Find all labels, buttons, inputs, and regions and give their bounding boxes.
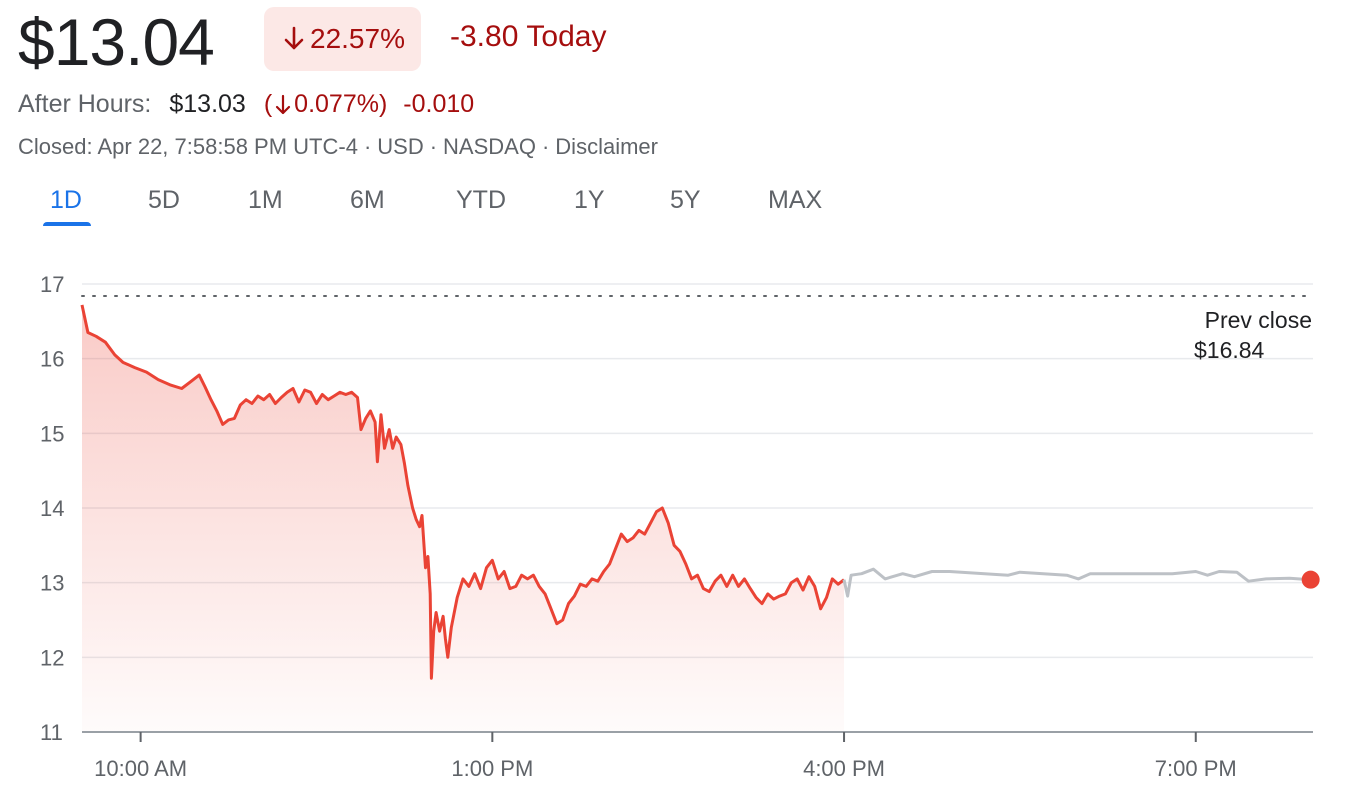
change-absolute: -3.80 [450, 20, 519, 53]
y-tick-label: 14 [40, 496, 64, 521]
x-tick-label: 7:00 PM [1155, 756, 1237, 781]
after-hours-label: After Hours: [18, 90, 152, 118]
arrow-down-icon [276, 94, 291, 114]
last-price-marker [1301, 570, 1320, 589]
y-tick-label: 12 [40, 645, 64, 670]
tab-5d[interactable]: 5D [148, 186, 180, 214]
price-chart[interactable]: 11 12 13 14 15 16 17 10:00 AM 1:00 PM 4:00 PM 7:0… [0, 250, 1370, 804]
active-tab-indicator [43, 222, 91, 226]
x-tick-label: 1:00 PM [451, 756, 533, 781]
y-tick-label: 13 [40, 571, 64, 596]
separator: · [541, 134, 550, 159]
open-paren: ( [263, 90, 273, 118]
after-hours-line [842, 567, 1311, 598]
after-hours-price: $13.03 [169, 90, 246, 118]
x-axis: 10:00 AM 1:00 PM 4:00 PM 7:00 PM [82, 731, 1313, 781]
arrow-down-icon [284, 26, 304, 50]
after-hours-change-absolute: -0.010 [403, 90, 475, 118]
x-tick-label: 4:00 PM [803, 756, 885, 781]
prev-close-label: Prev close [1205, 307, 1312, 333]
disclaimer-link[interactable]: Disclaimer [555, 134, 658, 159]
after-hours-row: After Hours: $13.03 ( 0.077% ) -0.010 [18, 90, 474, 119]
tab-1d[interactable]: 1D [50, 186, 82, 214]
change-percent-badge: 22.57% [264, 7, 421, 71]
tab-1y[interactable]: 1Y [574, 186, 605, 214]
y-axis-labels: 11 12 13 14 15 16 17 [40, 272, 64, 745]
tab-5y[interactable]: 5Y [670, 186, 701, 214]
currency: USD [377, 134, 424, 159]
tab-max[interactable]: MAX [768, 186, 823, 214]
tab-1m[interactable]: 1M [248, 186, 283, 214]
change-period: Today [526, 20, 607, 53]
tab-6m[interactable]: 6M [350, 186, 385, 214]
market-status-line: Closed: Apr 22, 7:58:58 PM UTC-4 · USD · NAS… [18, 134, 658, 160]
y-tick-label: 15 [40, 421, 64, 446]
y-tick-label: 17 [40, 272, 64, 297]
regular-session-area [82, 304, 844, 732]
tab-ytd[interactable]: YTD [456, 186, 506, 214]
change-today: -3.80 Today [450, 20, 606, 54]
close-paren: ) [378, 90, 388, 118]
after-hours-pct-value: 0.077% [294, 90, 379, 118]
y-tick-label: 16 [40, 347, 64, 372]
closed-timestamp: Closed: Apr 22, 7:58:58 PM UTC-4 [18, 134, 358, 159]
y-tick-label: 11 [40, 720, 63, 745]
current-price: $13.04 [18, 5, 215, 79]
after-hours-change-percent: ( 0.077% ) [264, 90, 387, 119]
exchange: NASDAQ [443, 134, 536, 159]
separator: · [429, 134, 438, 159]
regular-session-line [80, 304, 845, 680]
x-tick-label: 10:00 AM [94, 756, 187, 781]
separator: · [363, 134, 372, 159]
change-percent-value: 22.57% [310, 23, 405, 54]
prev-close-value: $16.84 [1194, 337, 1265, 363]
